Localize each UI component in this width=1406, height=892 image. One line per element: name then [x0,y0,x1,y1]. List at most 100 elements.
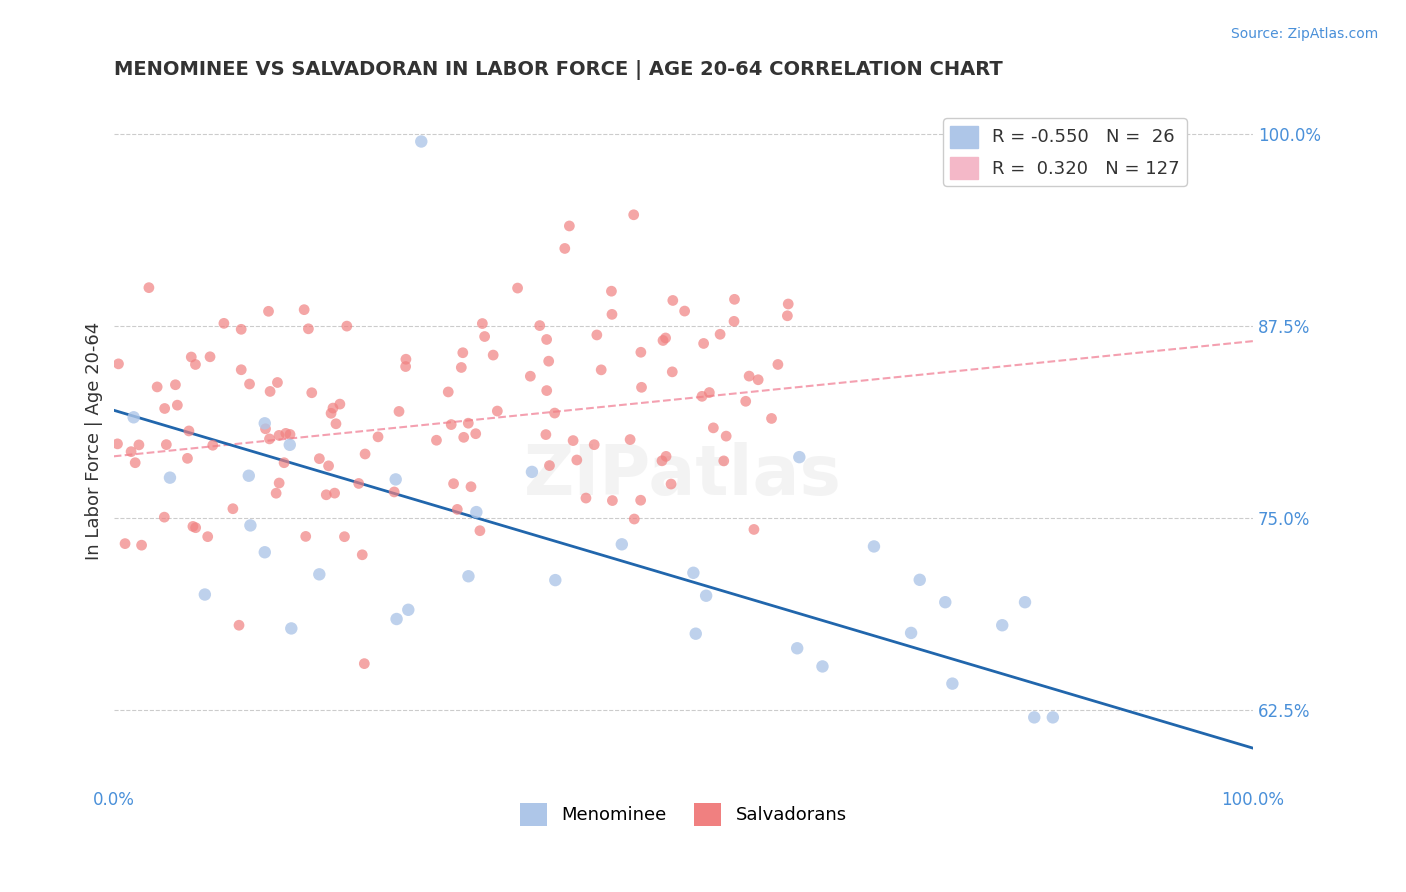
Point [222,501,245,516]
Point [395,359,418,374]
Point [692,336,714,351]
Point [702,421,724,435]
Point [352,548,374,562]
Point [651,454,673,468]
Point [482,348,505,362]
Point [529,318,551,333]
Point [138,280,160,294]
Point [437,384,460,399]
Point [699,385,721,400]
Point [201,438,224,452]
Point [122,410,145,425]
Point [269,476,291,491]
Point [294,529,316,543]
Point [274,426,297,441]
Point [619,433,641,447]
Point [159,470,181,484]
Legend: Menominee, Salvadorans: Menominee, Salvadorans [513,797,853,833]
Point [709,327,731,342]
Point [411,135,433,149]
Point [267,428,290,442]
Point [153,401,176,416]
Point [544,406,567,420]
Point [536,384,558,398]
Point [107,357,129,371]
Point [673,304,696,318]
Point [464,426,486,441]
Point [723,293,745,307]
Point [659,477,682,491]
Point [385,612,408,626]
Point [440,417,463,432]
Point [254,422,277,436]
Point [239,518,262,533]
Point [184,521,207,535]
Point [253,417,276,431]
Text: MENOMINEE VS SALVADORAN IN LABOR FORCE | AGE 20-64 CORRELATION CHART: MENOMINEE VS SALVADORAN IN LABOR FORCE |… [114,60,1002,79]
Point [384,472,406,486]
Point [184,358,207,372]
Point [537,354,560,368]
Point [654,331,676,345]
Point [690,389,713,403]
Point [336,319,359,334]
Point [273,456,295,470]
Point [714,429,737,443]
Point [734,394,756,409]
Point [562,434,585,448]
Point [228,618,250,632]
Point [565,453,588,467]
Point [474,329,496,343]
Point [259,384,281,399]
Point [388,404,411,418]
Point [259,432,281,446]
Point [278,438,301,452]
Point [602,493,624,508]
Point [425,434,447,448]
Point [778,297,800,311]
Point [107,437,129,451]
Point [301,385,323,400]
Point [453,430,475,444]
Point [131,538,153,552]
Point [1042,710,1064,724]
Point [787,450,810,464]
Point [457,416,479,430]
Point [713,454,735,468]
Point [460,480,482,494]
Point [591,363,613,377]
Point [315,488,337,502]
Point [257,304,280,318]
Point [165,377,187,392]
Point [738,369,761,384]
Point [446,502,468,516]
Point [661,365,683,379]
Point [610,537,633,551]
Point [558,219,581,233]
Point [308,451,330,466]
Point [238,377,260,392]
Point [166,398,188,412]
Point [155,437,177,451]
Point [382,485,405,500]
Text: Source: ZipAtlas.com: Source: ZipAtlas.com [1230,27,1378,41]
Point [766,358,789,372]
Point [231,322,253,336]
Point [367,430,389,444]
Point [811,659,834,673]
Point [194,588,217,602]
Point [297,322,319,336]
Point [600,307,623,321]
Point [863,540,886,554]
Point [457,569,479,583]
Point [114,536,136,550]
Point [451,345,474,359]
Point [486,404,509,418]
Point [325,417,347,431]
Point [197,530,219,544]
Point [623,208,645,222]
Point [538,458,561,473]
Point [319,406,342,420]
Point [682,566,704,580]
Point [747,373,769,387]
